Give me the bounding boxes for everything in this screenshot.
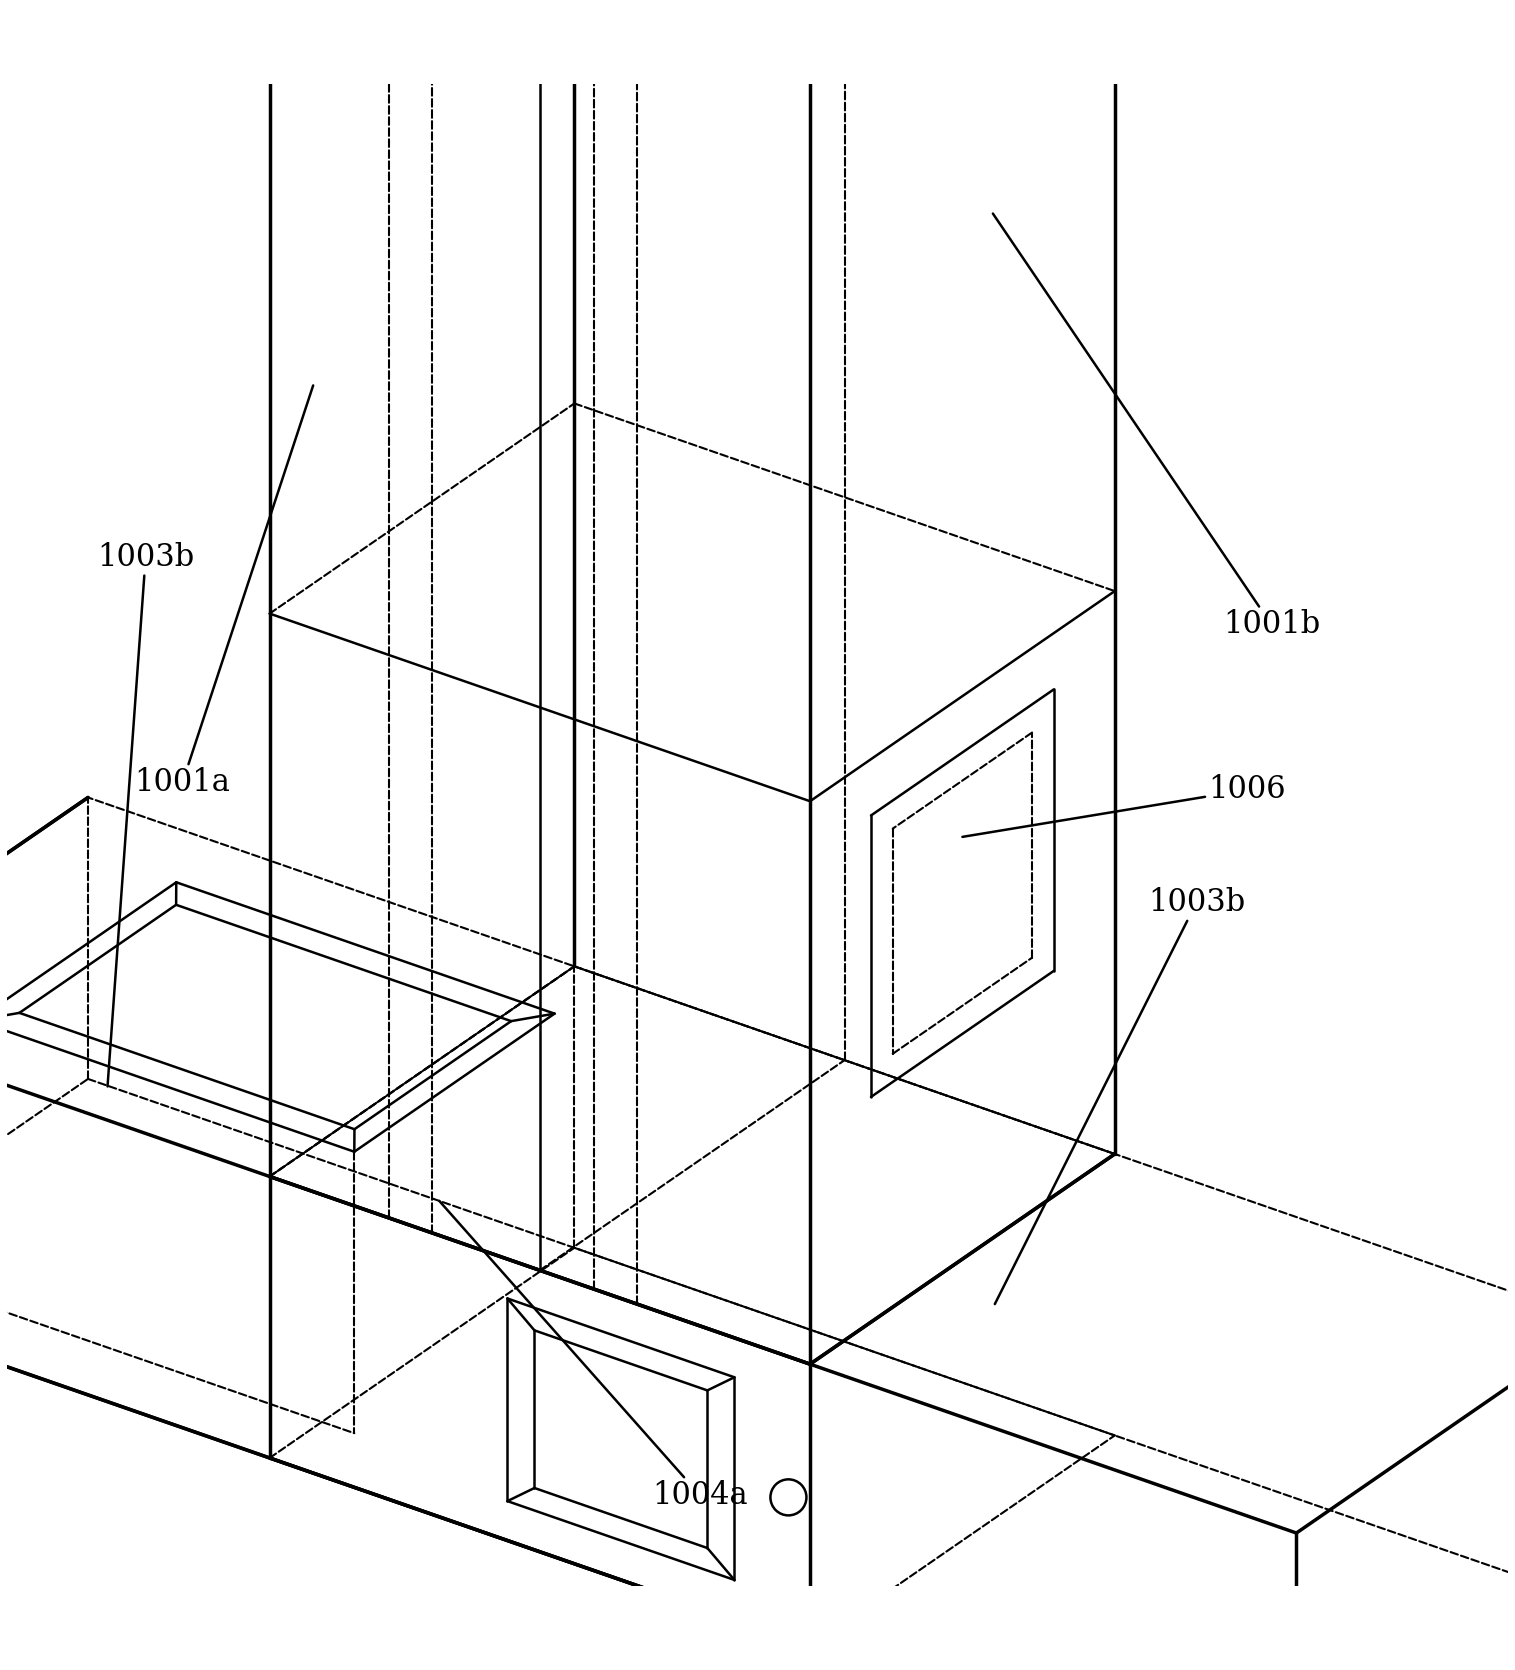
Text: 1003b: 1003b — [995, 887, 1245, 1304]
Text: 1001b: 1001b — [992, 214, 1320, 640]
Text: 1003b: 1003b — [97, 541, 194, 1087]
Text: 1006: 1006 — [962, 775, 1285, 837]
Text: 1001a: 1001a — [135, 386, 314, 798]
Text: 1004a: 1004a — [439, 1201, 748, 1511]
